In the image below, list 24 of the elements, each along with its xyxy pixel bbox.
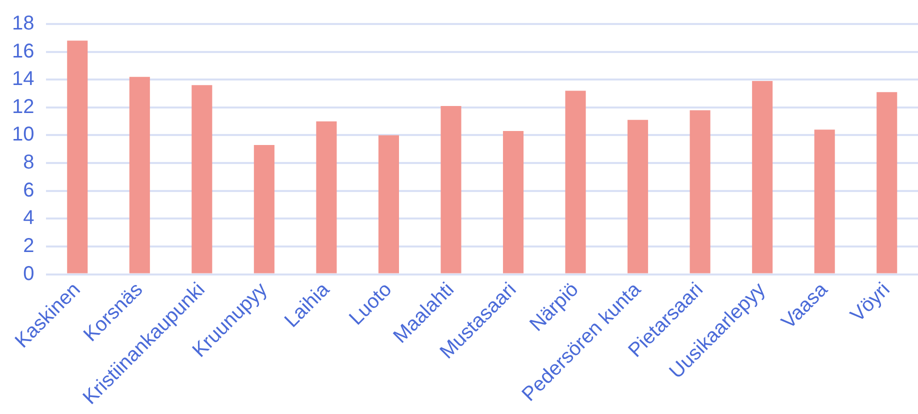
bar (690, 110, 710, 274)
y-tick-label: 2 (23, 234, 34, 257)
y-tick-label: 6 (23, 179, 34, 202)
bar (129, 76, 150, 274)
y-tick-label: 8 (23, 152, 34, 174)
bar (378, 135, 399, 274)
y-tick-label: 14 (12, 68, 34, 90)
y-tick-label: 10 (12, 124, 34, 146)
bar (502, 131, 524, 274)
y-tick-label: 16 (12, 40, 34, 62)
bar (67, 40, 88, 274)
bar (752, 81, 773, 274)
bar (876, 92, 898, 274)
bar (814, 130, 835, 274)
y-tick-label: 0 (23, 262, 34, 285)
bar (565, 90, 586, 274)
y-tick-label: 18 (12, 12, 34, 35)
y-tick-label: 4 (23, 207, 34, 230)
bar (628, 120, 648, 274)
bar (254, 144, 274, 274)
bar (192, 85, 212, 274)
bar (440, 106, 462, 274)
bar (316, 121, 337, 274)
y-tick-label: 12 (12, 96, 34, 118)
